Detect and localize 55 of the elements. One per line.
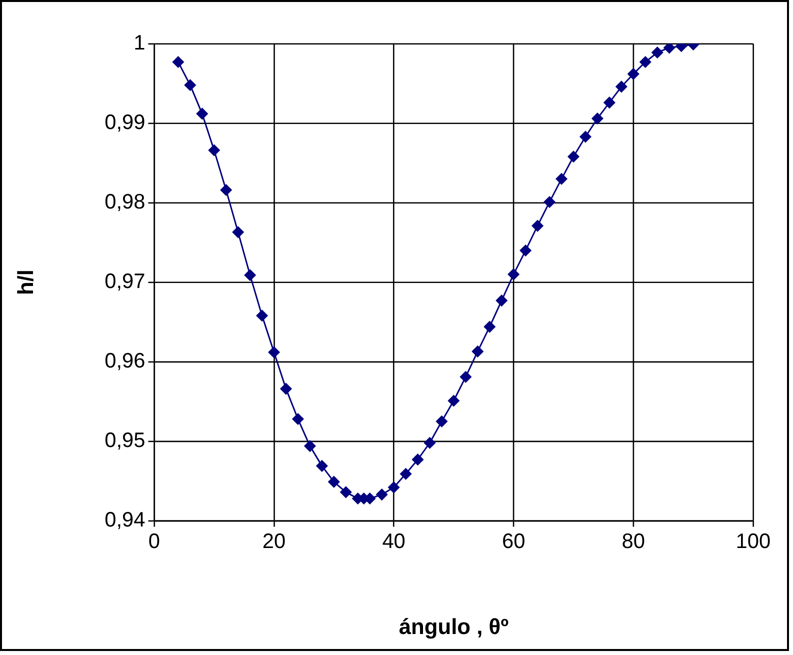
x-axis-title: ángulo , θº <box>398 614 509 639</box>
point <box>532 220 544 232</box>
point <box>220 184 232 196</box>
y-tick-label: 0,96 <box>104 350 146 373</box>
point <box>628 68 640 80</box>
point <box>424 437 436 449</box>
point <box>388 482 400 494</box>
point <box>664 44 676 54</box>
point <box>544 196 556 208</box>
point <box>400 468 412 480</box>
x-tick-label: 60 <box>502 530 526 554</box>
y-tick-label: 0,97 <box>104 270 146 294</box>
y-tick-label: 1 <box>134 32 146 54</box>
point <box>484 321 496 333</box>
point <box>520 244 532 256</box>
point <box>640 56 652 68</box>
x-tick-label: 100 <box>736 530 771 554</box>
point <box>376 488 388 500</box>
x-tick-label: 20 <box>262 530 286 554</box>
point <box>616 80 628 92</box>
y-tick-label: 0,98 <box>104 190 146 214</box>
y-tick-label: 0,94 <box>104 508 146 532</box>
point <box>172 56 184 68</box>
point <box>208 144 220 156</box>
point <box>196 108 208 120</box>
point <box>268 346 280 358</box>
point <box>184 79 196 91</box>
point <box>592 112 604 124</box>
point <box>496 294 508 306</box>
y-tick-label: 0,95 <box>104 429 146 452</box>
x-tick-label: 40 <box>382 530 406 554</box>
y-tick-label: 0,99 <box>104 111 146 134</box>
point <box>580 131 592 142</box>
point <box>448 395 460 406</box>
x-tick-label: 80 <box>622 530 646 554</box>
point <box>232 226 244 238</box>
point <box>508 268 520 280</box>
point <box>412 454 424 466</box>
point <box>328 476 340 488</box>
point <box>340 486 352 498</box>
point <box>304 440 316 452</box>
point <box>436 416 448 428</box>
point <box>280 383 292 395</box>
point <box>604 96 616 108</box>
point <box>556 173 568 185</box>
point <box>472 346 484 358</box>
x-tick-label: 0 <box>148 530 160 554</box>
point <box>568 150 580 162</box>
point <box>244 269 256 281</box>
point <box>316 460 328 472</box>
point <box>256 310 268 322</box>
point <box>460 371 472 383</box>
y-axis-title: h/l <box>13 270 38 296</box>
point <box>652 46 664 58</box>
point <box>292 413 304 425</box>
